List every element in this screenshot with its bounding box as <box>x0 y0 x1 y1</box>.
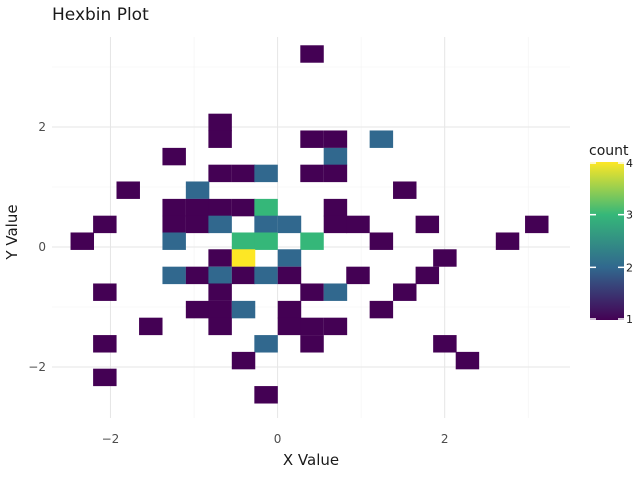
hexbin-cell <box>254 386 278 404</box>
hexbin-cell <box>162 147 186 166</box>
x-tick-label: 2 <box>441 432 449 446</box>
y-tick-label: 2 <box>38 120 46 134</box>
colorbar-tick-label: 1 <box>626 313 633 326</box>
hexbin-cell <box>116 181 140 199</box>
hexbin-cell <box>277 266 302 285</box>
hexbin-cell <box>254 335 278 353</box>
hexbin-cell <box>70 232 95 250</box>
hexbin-cell <box>162 232 186 250</box>
hexbin-cell <box>369 130 394 148</box>
hexbin-cell <box>323 147 348 166</box>
hexbin-cell <box>185 198 210 217</box>
hexbin-cell <box>369 232 394 250</box>
hexbin-cell <box>393 283 417 301</box>
y-tick-label: 0 <box>38 240 46 254</box>
hexbin-cell <box>208 130 232 148</box>
hexbin-cell <box>277 317 302 336</box>
hexbin-cell <box>455 351 480 370</box>
hexbin-cell <box>139 317 163 336</box>
hexbin-cell <box>231 198 256 217</box>
hexbin-cell <box>277 215 302 234</box>
hexbin-cell <box>208 266 232 285</box>
colorbar-tick-label: 4 <box>626 157 633 170</box>
hexbin-cell <box>433 249 457 267</box>
hexbin-cell <box>323 283 348 301</box>
chart-title: Hexbin Plot <box>52 5 149 25</box>
hexbin-cell <box>93 368 117 387</box>
hexbin-cell <box>208 164 232 183</box>
hexbin-cells <box>70 45 549 404</box>
hexbin-cell <box>231 164 256 183</box>
hexbin-cell <box>323 164 348 183</box>
hexbin-cell <box>208 283 232 301</box>
hexbin-cell <box>369 300 394 319</box>
hexbin-cell <box>231 232 256 250</box>
hexbin-cell <box>346 215 370 234</box>
hexbin-cell <box>415 215 440 234</box>
hexbin-cell <box>231 300 256 319</box>
hexbin-cell <box>323 317 348 336</box>
hexbin-cell <box>93 215 117 234</box>
colorbar <box>590 162 624 320</box>
hexbin-cell <box>208 198 232 217</box>
hexbin-cell <box>231 249 256 267</box>
hexbin-cell <box>495 232 520 250</box>
hexbin-cell <box>277 300 302 319</box>
hexbin-cell <box>433 335 457 353</box>
hexbin-cell <box>346 266 370 285</box>
hexbin-cell <box>254 164 278 183</box>
hexbin-cell <box>208 215 232 234</box>
legend-title: count <box>589 143 629 159</box>
hexbin-cell <box>323 198 348 217</box>
hexbin-cell <box>300 45 324 63</box>
hexbin-cell <box>300 335 324 353</box>
hexbin-cell <box>162 215 186 234</box>
hexbin-cell <box>300 232 324 250</box>
hexbin-cell <box>254 215 278 234</box>
hexbin-cell <box>323 130 348 148</box>
colorbar-tick-label: 3 <box>626 209 633 222</box>
hexbin-cell <box>277 249 302 267</box>
hexbin-cell <box>254 198 278 217</box>
hexbin-cell <box>415 266 440 285</box>
hexbin-cell <box>300 164 324 183</box>
hexbin-cell <box>93 283 117 301</box>
hexbin-cell <box>93 335 117 353</box>
hexbin-cell <box>208 317 232 336</box>
hexbin-cell <box>300 283 324 301</box>
hexbin-cell <box>300 130 324 148</box>
hexbin-cell <box>231 266 256 285</box>
y-axis-title: Y Value <box>3 204 21 260</box>
x-axis-title: X Value <box>283 451 339 469</box>
hexbin-cell <box>231 351 256 370</box>
hexbin-cell <box>185 300 210 319</box>
x-tick-label: −2 <box>102 432 120 446</box>
hexbin-cell <box>393 181 417 199</box>
hexbin-cell <box>162 198 186 217</box>
colorbar-tick-label: 2 <box>626 261 633 274</box>
colorbar-legend: count 1 2 3 4 <box>589 143 633 326</box>
hexbin-cell <box>323 215 348 234</box>
y-tick-label: −2 <box>28 360 46 374</box>
hexbin-cell <box>162 266 186 285</box>
axis-ticks: −2 0 2 −2 0 2 <box>28 120 448 446</box>
hexbin-cell <box>208 249 232 267</box>
hexbin-cell <box>300 317 324 336</box>
hexbin-cell <box>208 300 232 319</box>
hexbin-cell <box>208 113 232 132</box>
hexbin-cell <box>185 181 210 199</box>
hexbin-cell <box>185 266 210 285</box>
hexbin-cell <box>254 232 278 250</box>
grid <box>52 37 570 418</box>
x-tick-label: 0 <box>274 432 282 446</box>
hexbin-cell <box>254 266 278 285</box>
hexbin-cell <box>185 215 210 234</box>
colorbar-ticks: 1 2 3 4 <box>590 157 633 326</box>
hexbin-cell <box>525 215 549 234</box>
